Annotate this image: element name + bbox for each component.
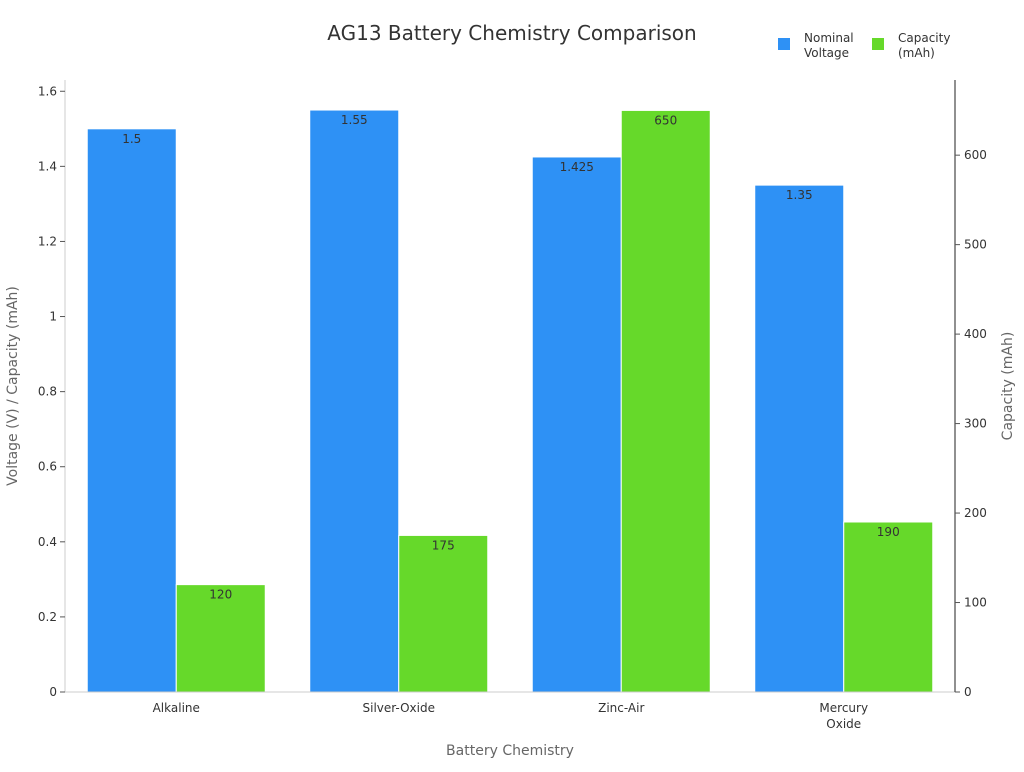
legend-label-line: Capacity: [898, 31, 950, 45]
y-tick-label-0: 0: [49, 685, 57, 699]
legend-label-line: Voltage: [804, 46, 849, 60]
bar-voltage-2: [531, 156, 622, 693]
y2-tick-label-2: 200: [964, 506, 987, 520]
x-tick-label-line: Mercury: [819, 701, 868, 715]
y-tick-label-3: 0.6: [38, 460, 57, 474]
x-tick-label-1: Silver-Oxide: [363, 701, 435, 715]
y-tick-label-4: 0.8: [38, 385, 57, 399]
legend-label-line: Nominal: [804, 31, 854, 45]
y-tick-label-8: 1.6: [38, 84, 57, 98]
data-label-capacity-2: 650: [654, 113, 677, 127]
y-tick-label-5: 1: [49, 310, 57, 324]
x-tick-label-line: Oxide: [826, 717, 861, 731]
y2-tick-label-4: 400: [964, 327, 987, 341]
axes-layer: Alkaline Silver-Oxide Zinc-Air Mercury Oxide…: [38, 80, 987, 731]
data-label-voltage-1: 1.55: [341, 113, 368, 127]
y2-axis-title: Capacity (mAh): [1000, 332, 1016, 441]
chart-title: AG13 Battery Chemistry Comparison: [327, 21, 696, 45]
y-tick-label-1: 0.2: [38, 610, 57, 624]
y-axis-title: Voltage (V) / Capacity (mAh): [5, 286, 21, 486]
x-tick-label-line: Alkaline: [153, 701, 200, 715]
x-tick-label-line: Silver-Oxide: [363, 701, 435, 715]
x-axis-title: Battery Chemistry: [446, 743, 574, 759]
legend-swatch-0: [778, 38, 790, 50]
y-tick-label-2: 0.4: [38, 535, 57, 549]
bar-voltage-3: [754, 184, 845, 693]
y-tick-label-6: 1.2: [38, 234, 57, 248]
legend-swatch-1: [872, 38, 884, 50]
x-tick-label-2: Zinc-Air: [598, 701, 644, 715]
bar-voltage-0: [86, 128, 177, 693]
x-tick-label-3: Mercury Oxide: [819, 701, 868, 731]
data-label-capacity-0: 120: [209, 588, 232, 602]
y2-tick-label-6: 600: [964, 148, 987, 162]
bars-layer: [86, 109, 934, 693]
data-label-voltage-2: 1.425: [560, 160, 594, 174]
data-labels-layer: 1.5 120 1.55 175 1.425 650 1.35 190: [122, 113, 900, 602]
data-label-voltage-3: 1.35: [786, 188, 813, 202]
y-tick-label-7: 1.4: [38, 159, 57, 173]
y2-tick-label-1: 100: [964, 596, 987, 610]
y2-tick-label-3: 300: [964, 417, 987, 431]
bar-capacity-2: [620, 109, 711, 693]
data-label-voltage-0: 1.5: [122, 132, 141, 146]
data-label-capacity-3: 190: [877, 525, 900, 539]
legend-label-1: Capacity (mAh): [898, 31, 950, 60]
x-tick-label-line: Zinc-Air: [598, 701, 644, 715]
data-label-capacity-1: 175: [432, 538, 455, 552]
bar-capacity-3: [843, 521, 934, 693]
legend: Nominal Voltage Capacity (mAh): [778, 31, 950, 60]
legend-label-line: (mAh): [898, 46, 935, 60]
y2-tick-label-5: 500: [964, 238, 987, 252]
x-tick-label-0: Alkaline: [153, 701, 200, 715]
y2-tick-label-0: 0: [964, 685, 972, 699]
bar-voltage-1: [309, 109, 400, 693]
bar-capacity-0: [175, 584, 266, 693]
legend-label-0: Nominal Voltage: [804, 31, 854, 60]
bar-capacity-1: [398, 534, 489, 693]
